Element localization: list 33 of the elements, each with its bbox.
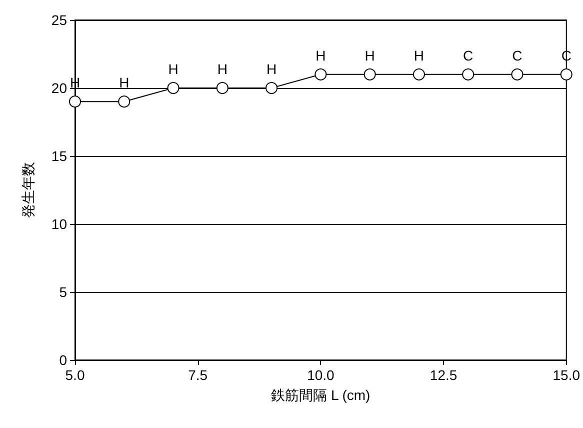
data-label: H <box>168 61 178 77</box>
point <box>167 82 180 94</box>
data-label: H <box>414 47 424 64</box>
y-tick-label: 10 <box>51 216 68 232</box>
data-label: H <box>316 47 326 64</box>
y-tick-label: 20 <box>51 80 68 96</box>
point <box>266 82 278 94</box>
point <box>216 82 228 94</box>
point <box>118 96 130 108</box>
data-label: H <box>364 47 375 64</box>
point <box>364 68 376 80</box>
point <box>462 68 474 80</box>
point <box>412 68 425 80</box>
data-label: C <box>512 47 522 64</box>
point <box>511 68 524 80</box>
y-tick-label: 0 <box>59 352 68 368</box>
data-label: H <box>217 61 228 77</box>
x-tick-label: 10.0 <box>307 367 335 383</box>
x-tick-label: 15.0 <box>552 367 580 383</box>
x-tick-label: 7.5 <box>188 367 208 383</box>
data-label: C <box>463 47 474 64</box>
x-tick-label: 12.5 <box>430 367 458 383</box>
point <box>69 96 81 108</box>
y-tick-label: 5 <box>59 284 68 300</box>
x-tick-label: 5.0 <box>65 367 85 383</box>
y-tick-label: 15 <box>51 148 68 164</box>
y-axis-title: 発生年数 <box>20 162 36 218</box>
x-axis-title: 鉄筋間隔 L (cm) <box>271 387 370 403</box>
point <box>314 68 327 80</box>
data-label: H <box>119 74 130 91</box>
y-tick-label: 25 <box>51 12 68 28</box>
data-label: H <box>266 61 277 77</box>
point <box>560 68 572 80</box>
